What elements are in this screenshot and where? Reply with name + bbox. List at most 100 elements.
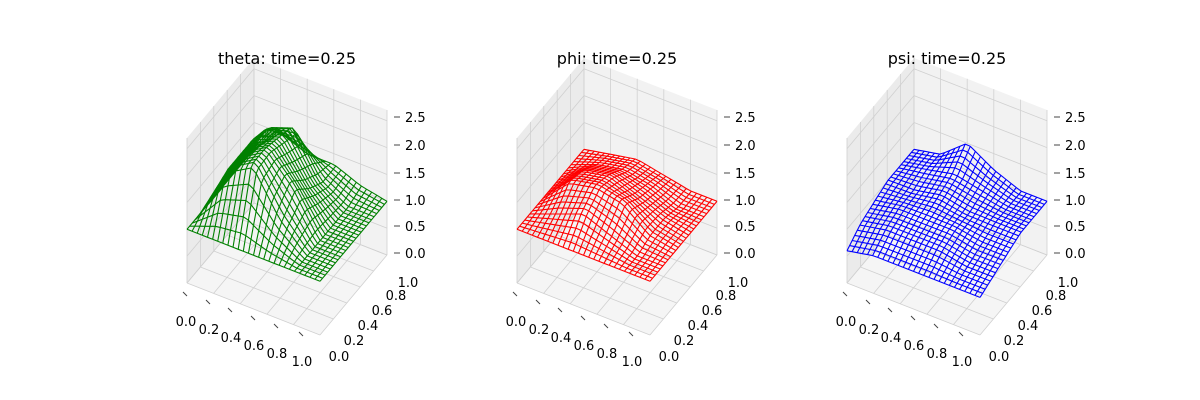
chart-title: phi: time=0.25 xyxy=(557,49,677,68)
z-tick-label: 1.5 xyxy=(405,167,426,182)
y-tick-label: 0.6 xyxy=(1032,304,1053,319)
grid-line-x xyxy=(899,223,968,305)
x-tick-mark xyxy=(298,331,304,337)
z-tick-label: 0.0 xyxy=(1065,247,1086,262)
surface-col-line xyxy=(593,172,662,260)
surface-col-line xyxy=(577,163,646,254)
y-tick-label: 1.0 xyxy=(728,276,749,291)
x-tick-label: 0.0 xyxy=(836,315,857,330)
surface-col-line xyxy=(572,160,641,252)
z-tick-label: 0.5 xyxy=(1065,220,1086,235)
surface-col-line xyxy=(552,155,621,244)
grid-line-z xyxy=(846,68,915,149)
y-tick-label: 0.2 xyxy=(1004,334,1025,349)
surface-col-line xyxy=(856,150,925,253)
x-tick-mark xyxy=(628,331,634,337)
y-tick-label: 0.8 xyxy=(1046,289,1067,304)
grid-line-y xyxy=(543,250,677,304)
x-tick-mark xyxy=(842,291,848,297)
surface-col-line xyxy=(918,161,987,274)
x-tick-mark xyxy=(580,315,586,321)
x-tick-label: 1.0 xyxy=(952,355,973,370)
grid-line-y xyxy=(186,282,321,336)
surface-col-line xyxy=(547,154,616,242)
grid-line-y xyxy=(846,282,981,336)
z-tick-label: 1.0 xyxy=(405,194,426,209)
grid-line-z xyxy=(913,95,1048,148)
x-tick-mark xyxy=(865,299,871,305)
surface-col-line xyxy=(907,151,976,270)
surface-col-line xyxy=(913,156,981,272)
x-tick-label: 1.0 xyxy=(292,355,313,370)
x-tick-label: 0.2 xyxy=(859,323,880,338)
surface-col-line xyxy=(186,148,255,230)
x-tick-mark xyxy=(250,315,256,321)
grid-line-y xyxy=(860,266,994,320)
grid-line-x xyxy=(293,244,361,325)
surface-col-line xyxy=(542,153,610,240)
panel-2: psi: time=0.250.00.20.40.60.81.0 0.00.20.… xyxy=(836,49,1086,370)
x-tick-mark xyxy=(205,299,211,305)
y-tick-label: 0.4 xyxy=(688,319,709,334)
surface-col-line xyxy=(953,190,1022,288)
surface-col-line xyxy=(928,171,997,278)
grid-line-z xyxy=(516,68,585,149)
surface-col-line xyxy=(948,187,1017,286)
z-tick-label: 0.0 xyxy=(405,247,426,262)
z-tick-label: 2.5 xyxy=(405,111,426,126)
x-tick-mark xyxy=(887,307,893,313)
surface-col-line xyxy=(521,149,590,232)
z-tick-label: 1.0 xyxy=(735,194,756,209)
grid-line-z xyxy=(846,122,915,203)
grid-line-z xyxy=(846,95,915,176)
surface-col-line xyxy=(247,143,316,254)
surface-col-line xyxy=(526,150,595,234)
surface-col-line xyxy=(283,177,352,268)
y-tick-label: 0.8 xyxy=(386,289,407,304)
x-tick-mark xyxy=(227,307,233,313)
surface-col-line xyxy=(959,192,1027,290)
z-tick-label: 0.5 xyxy=(405,220,426,235)
y-tick-label: 0.6 xyxy=(372,304,393,319)
grid-line-z xyxy=(516,122,585,203)
grid-line-x xyxy=(623,244,691,325)
surface-col-line xyxy=(237,127,306,250)
surface-col-line xyxy=(314,197,383,280)
surface-col-line xyxy=(557,156,626,246)
surface-col-line xyxy=(613,185,682,268)
surface-col-line xyxy=(923,166,992,276)
surface-col-line xyxy=(897,143,966,266)
x-tick-label: 0.6 xyxy=(244,339,265,354)
x-tick-mark xyxy=(535,299,541,305)
surface-col-line xyxy=(252,153,321,256)
grid-line-z xyxy=(253,68,388,122)
floor-pane xyxy=(847,203,1047,335)
x-tick-mark xyxy=(182,291,188,297)
surface-col-line xyxy=(299,188,367,274)
surface-col-line xyxy=(531,151,600,236)
x-tick-mark xyxy=(557,307,563,313)
grid-line-z xyxy=(583,202,718,256)
surface-col-line xyxy=(933,175,1002,280)
grid-line-z xyxy=(516,175,585,257)
z-tick-label: 2.5 xyxy=(1065,111,1086,126)
surface-col-line xyxy=(872,153,941,256)
back-pane xyxy=(254,58,387,255)
surface-col-line xyxy=(618,188,687,270)
surface-col-line xyxy=(887,148,956,262)
surface-col-line xyxy=(516,148,585,230)
surface-col-line xyxy=(232,127,301,248)
surface-col-line xyxy=(623,190,692,272)
surface-col-line xyxy=(851,149,920,252)
x-tick-label: 0.6 xyxy=(574,339,595,354)
surface-col-line xyxy=(242,133,311,252)
grid-line-y xyxy=(557,234,691,288)
x-tick-label: 0.4 xyxy=(551,331,572,346)
back-pane xyxy=(584,58,717,255)
grid-line-y xyxy=(240,218,374,272)
grid-line-z xyxy=(186,68,255,149)
surface-col-line xyxy=(304,191,373,276)
surface-col-line xyxy=(278,173,347,266)
grid-line-y xyxy=(200,266,334,320)
